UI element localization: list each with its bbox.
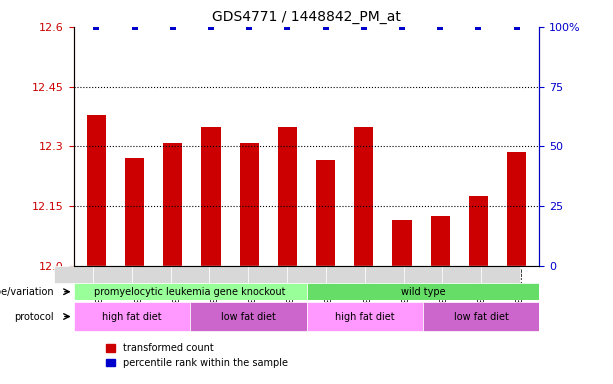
Bar — [403, 266, 443, 283]
Bar — [423, 302, 539, 331]
Bar — [354, 127, 373, 266]
Bar — [74, 283, 306, 300]
Bar — [481, 266, 520, 283]
Bar — [287, 266, 326, 283]
Text: promyelocytic leukemia gene knockout: promyelocytic leukemia gene knockout — [94, 287, 286, 297]
Bar — [430, 216, 450, 266]
Bar — [365, 266, 403, 283]
Text: GSM958303: GSM958303 — [92, 266, 101, 313]
Text: GSM958310: GSM958310 — [283, 266, 292, 313]
Bar — [125, 159, 144, 266]
Text: high fat diet: high fat diet — [102, 311, 162, 321]
Bar — [392, 220, 411, 266]
Bar — [306, 283, 539, 300]
Bar — [443, 266, 481, 283]
Title: GDS4771 / 1448842_PM_at: GDS4771 / 1448842_PM_at — [212, 10, 401, 25]
Bar — [316, 161, 335, 266]
Text: GSM958309: GSM958309 — [245, 266, 254, 313]
Text: GSM958304: GSM958304 — [130, 266, 139, 313]
Bar — [306, 302, 423, 331]
Text: high fat diet: high fat diet — [335, 311, 395, 321]
Text: GSM958313: GSM958313 — [397, 266, 406, 313]
Text: GSM958307: GSM958307 — [512, 266, 521, 313]
Text: GSM958305: GSM958305 — [169, 266, 177, 313]
Bar — [74, 302, 190, 331]
Text: GSM958312: GSM958312 — [359, 266, 368, 313]
Text: GSM958311: GSM958311 — [321, 266, 330, 313]
Bar — [132, 266, 170, 283]
Text: protocol: protocol — [15, 311, 54, 321]
Legend: transformed count, percentile rank within the sample: transformed count, percentile rank withi… — [102, 339, 292, 372]
Bar — [202, 127, 221, 266]
Bar — [170, 266, 210, 283]
Bar — [93, 266, 132, 283]
Bar — [54, 266, 93, 283]
Bar — [326, 266, 365, 283]
Text: GSM958306: GSM958306 — [474, 266, 483, 313]
Text: genotype/variation: genotype/variation — [0, 287, 54, 297]
Bar — [469, 196, 488, 266]
Text: low fat diet: low fat diet — [454, 311, 509, 321]
Bar — [240, 142, 259, 266]
Text: GSM958302: GSM958302 — [436, 266, 444, 313]
Bar — [163, 142, 183, 266]
Bar — [87, 114, 106, 266]
Bar — [190, 302, 306, 331]
Bar — [507, 152, 526, 266]
Bar — [210, 266, 248, 283]
Bar — [248, 266, 287, 283]
Text: GSM958308: GSM958308 — [207, 266, 216, 313]
Text: low fat diet: low fat diet — [221, 311, 276, 321]
Bar — [278, 127, 297, 266]
Text: wild type: wild type — [401, 287, 445, 297]
